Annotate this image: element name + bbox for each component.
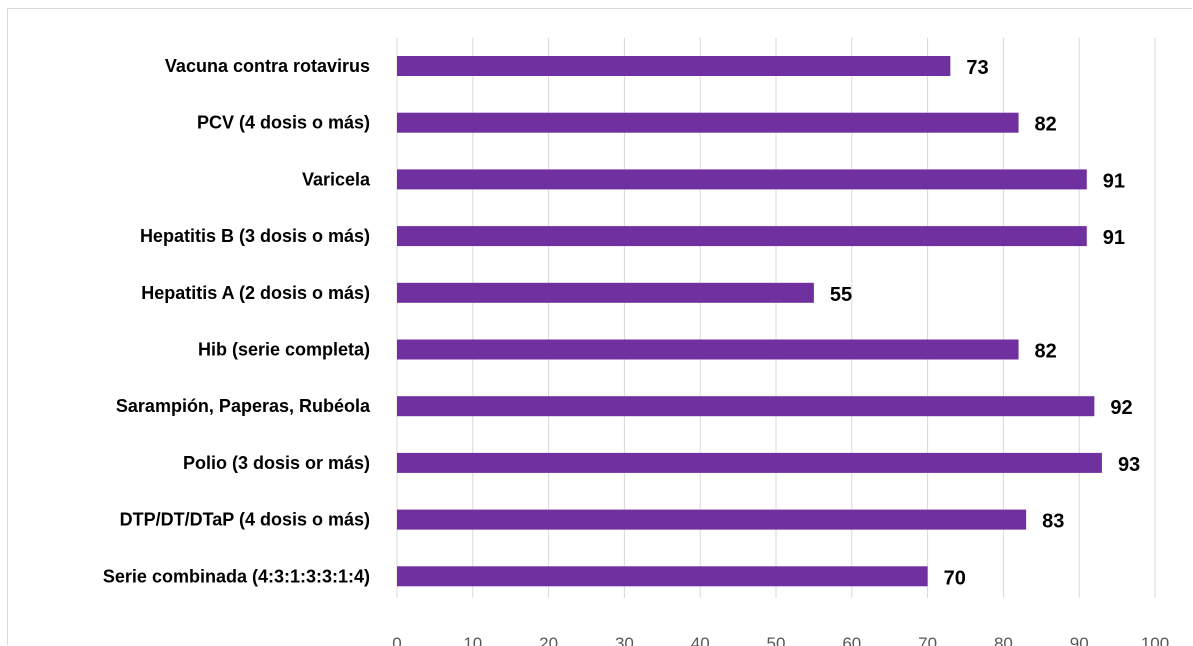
- category-label: Hepatitis A (2 dosis o más): [141, 283, 370, 303]
- category-label: Polio (3 dosis or más): [183, 453, 370, 473]
- x-tick-label: 80: [994, 634, 1013, 646]
- data-label: 93: [1118, 454, 1140, 476]
- bar: [397, 339, 1019, 360]
- data-label: 91: [1103, 170, 1125, 192]
- bar: [397, 509, 1027, 530]
- data-label: 73: [966, 57, 988, 79]
- category-label: Hib (serie completa): [198, 340, 370, 360]
- bar: [397, 112, 1019, 133]
- bar: [397, 282, 814, 303]
- bars: [397, 56, 1102, 587]
- x-tick-label: 0: [392, 634, 401, 646]
- data-label: 83: [1042, 511, 1064, 533]
- data-label: 82: [1035, 341, 1057, 363]
- x-tick-label: 40: [691, 634, 710, 646]
- x-tick-label: 30: [615, 634, 634, 646]
- labels: 0 10 20 30 40 50 60 70 80 90 100 Vacuna contra rota…: [103, 56, 1169, 646]
- x-tick-label: 100: [1141, 634, 1169, 646]
- bar: [397, 566, 928, 587]
- category-label: Hepatitis B (3 dosis o más): [140, 226, 370, 246]
- x-tick-label: 20: [539, 634, 558, 646]
- category-label: Vacuna contra rotavirus: [165, 56, 370, 76]
- x-tick-label: 70: [918, 634, 937, 646]
- data-label: 82: [1035, 114, 1057, 136]
- category-label: Serie combinada (4:3:1:3:3:1:4): [103, 566, 370, 586]
- bar: [397, 169, 1087, 190]
- data-label: 55: [830, 284, 852, 306]
- category-label: Sarampión, Paperas, Rubéola: [116, 396, 371, 416]
- x-tick-label: 50: [767, 634, 786, 646]
- x-tick-label: 10: [463, 634, 482, 646]
- data-label: 91: [1103, 227, 1125, 249]
- x-tick-label: 60: [842, 634, 861, 646]
- category-label: Varicela: [302, 169, 371, 189]
- category-label: PCV (4 dosis o más): [197, 113, 370, 133]
- data-label: 92: [1110, 397, 1132, 419]
- bar: [397, 452, 1102, 473]
- category-label: DTP/DT/DTaP (4 dosis o más): [120, 510, 370, 530]
- x-tick-label: 90: [1070, 634, 1089, 646]
- bar: [397, 396, 1095, 417]
- bar: [397, 56, 951, 76]
- gridlines: [396, 38, 1156, 598]
- chart-frame: [7, 8, 1192, 645]
- data-label: 70: [944, 567, 966, 589]
- bar: [397, 226, 1087, 247]
